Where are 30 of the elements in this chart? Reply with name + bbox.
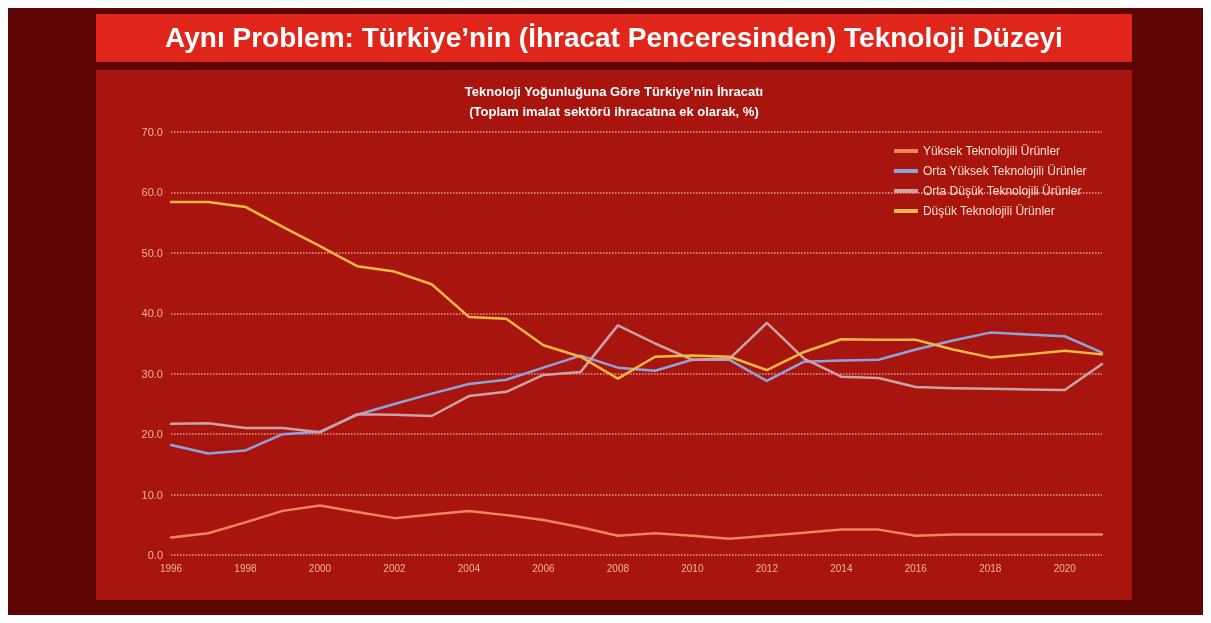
line-series — [169, 504, 1104, 540]
legend-label: Yüksek Teknolojili Ürünler — [922, 144, 1061, 158]
x-tick-label: 2006 — [532, 562, 555, 574]
y-tick-label: 40.0 — [141, 307, 163, 320]
x-tick-label: 2016 — [904, 562, 928, 574]
y-tick-label: 60.0 — [141, 186, 163, 199]
x-tick-label: 2012 — [755, 562, 779, 574]
x-tick-label: 2018 — [979, 562, 1002, 574]
legend-label: Düşük Teknolojili Ürünler — [922, 204, 1055, 218]
line-series — [169, 321, 1104, 434]
y-tick-label: 70.0 — [141, 126, 163, 138]
legend-label: Orta Yüksek Teknolojili Ürünler — [922, 164, 1087, 178]
x-tick-label: 2000 — [308, 562, 332, 574]
line-series — [169, 200, 1104, 380]
x-tick-label: 2004 — [457, 562, 481, 574]
y-tick-label: 10.0 — [141, 488, 163, 501]
x-tick-label: 2020 — [1053, 562, 1077, 574]
chart-title: Aynı Problem: Türkiye’nin (İhracat Penceresinden) Teknoloji Düzeyi — [96, 14, 1132, 62]
x-tick-label: 2014 — [830, 562, 853, 574]
x-tick-label: 2008 — [606, 562, 630, 574]
x-tick-label: 1996 — [159, 562, 183, 574]
y-tick-label: 0.0 — [147, 549, 163, 561]
chart-subtitle: Teknoloji Yoğunluğuna Göre Türkiye’nin İhracatı (Toplam imalat sektörü ihracatına ek olarak, %) — [464, 83, 764, 119]
x-tick-label: 2002 — [383, 562, 406, 574]
y-tick-label: 50.0 — [141, 246, 163, 259]
legend-label: Orta Düşük Teknolojili Ürünler — [922, 184, 1082, 198]
y-tick-label: 30.0 — [141, 367, 163, 380]
x-tick-label: 1998 — [234, 562, 258, 574]
y-tick-label: 20.0 — [141, 428, 163, 441]
x-tick-label: 2010 — [681, 562, 704, 574]
